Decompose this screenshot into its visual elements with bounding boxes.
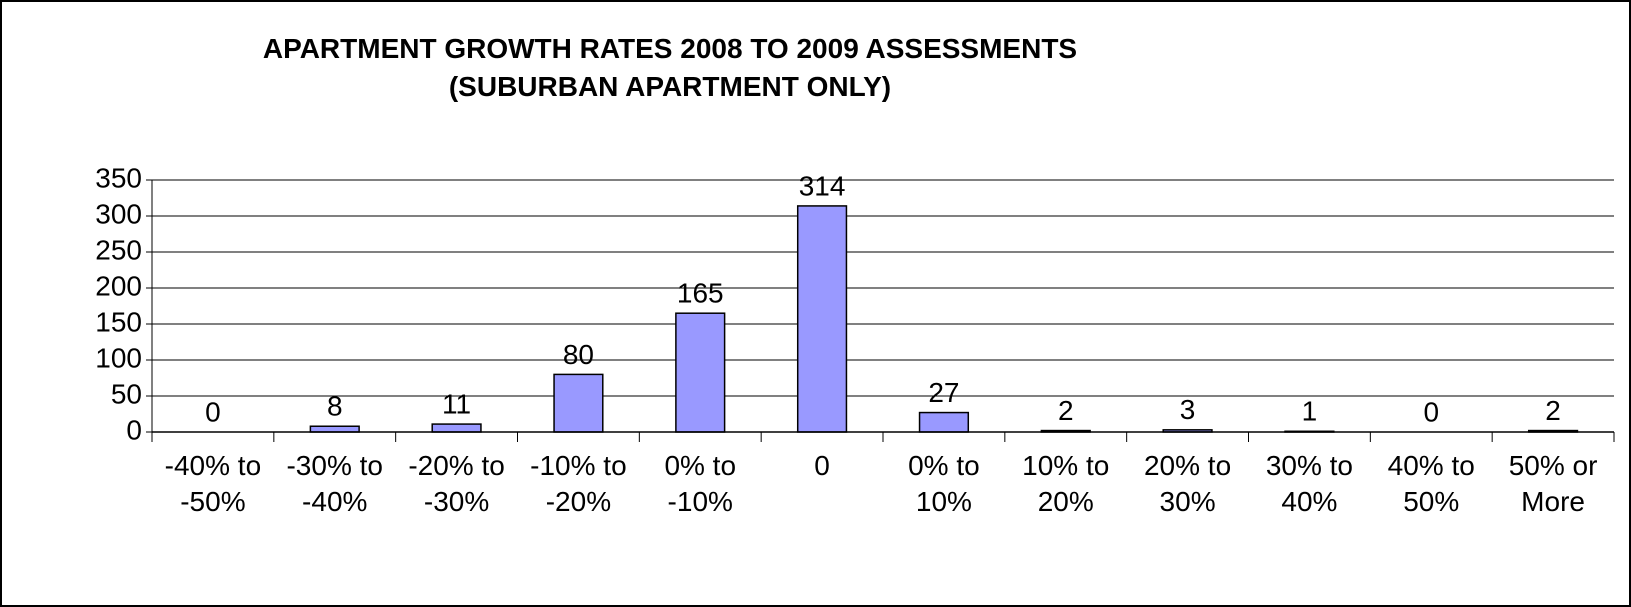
data-label: 2: [1058, 395, 1074, 426]
data-label: 314: [799, 170, 846, 201]
data-label: 0: [1423, 396, 1439, 427]
x-tick-label: 10% to 20%: [1022, 450, 1110, 517]
data-label: 2: [1545, 395, 1561, 426]
y-tick-label: 100: [95, 342, 142, 373]
chart-title: APARTMENT GROWTH RATES 2008 TO 2009 ASSE…: [262, 33, 1078, 102]
data-label: 165: [677, 278, 724, 309]
x-tick-label: 0: [814, 450, 830, 481]
y-tick-label: 150: [95, 306, 142, 337]
y-tick-label: 300: [95, 198, 142, 229]
data-label: 3: [1180, 394, 1196, 425]
y-tick-label: 200: [95, 270, 142, 301]
bar: [309, 425, 360, 433]
data-label: 1: [1302, 396, 1318, 427]
y-tick-label: 250: [95, 234, 142, 265]
bar: [431, 423, 482, 433]
data-label: 80: [563, 339, 594, 370]
x-tick-label: -10% to -20%: [530, 450, 627, 517]
bar: [918, 411, 970, 433]
data-label: 8: [327, 391, 343, 422]
bar: [796, 205, 848, 433]
x-tick-label: 0% to 10%: [908, 450, 980, 517]
x-tick-label: 0% to -10%: [664, 450, 737, 517]
x-tick-label: -40% to -50%: [164, 450, 262, 517]
x-tick-label: 20% to 30%: [1143, 450, 1232, 517]
data-label: 0: [205, 396, 221, 427]
y-tick-label: 350: [95, 162, 142, 193]
y-tick-label: 0: [126, 414, 142, 445]
bar: [553, 373, 604, 433]
y-tick-label: 50: [111, 378, 142, 409]
data-label: 11: [442, 388, 471, 419]
x-tick-label: 40% to 50%: [1387, 450, 1475, 517]
x-tick-label: 30% to 40%: [1265, 450, 1353, 517]
x-tick-label: -30% to -40%: [286, 450, 383, 517]
x-tick-label: -20% to -30%: [408, 450, 505, 517]
data-label: 27: [928, 377, 959, 408]
x-tick-label: 50% or More: [1508, 450, 1598, 517]
bar: [675, 312, 726, 433]
